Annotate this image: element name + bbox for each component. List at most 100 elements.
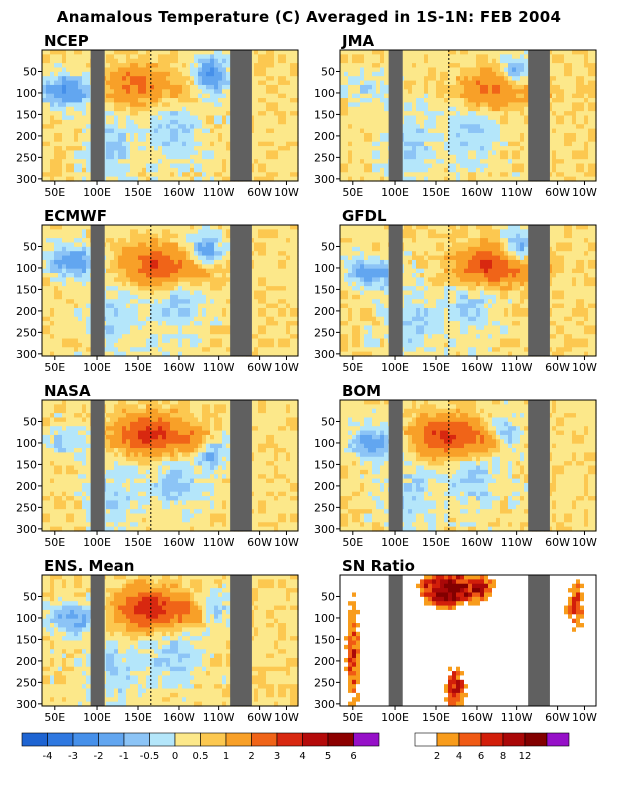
heatmap-cell (356, 172, 361, 177)
heatmap-cell (440, 116, 445, 121)
heatmap-cell (380, 63, 385, 68)
heatmap-cell (78, 260, 83, 265)
heatmap-cell (110, 159, 115, 164)
heatmap-cell (206, 98, 211, 103)
heatmap-cell (142, 286, 147, 291)
heatmap-cell (344, 76, 349, 81)
heatmap-cell (166, 225, 171, 230)
heatmap-cell (118, 321, 123, 326)
heatmap-cell (58, 94, 63, 99)
heatmap-cell (572, 150, 577, 155)
heatmap-cell (146, 247, 151, 252)
heatmap-cell (134, 67, 139, 72)
heatmap-cell (122, 229, 127, 234)
heatmap-cell (46, 129, 51, 134)
heatmap-cell (70, 146, 75, 151)
heatmap-cell (66, 111, 71, 116)
heatmap-cell (146, 317, 151, 322)
heatmap-cell (568, 89, 573, 94)
heatmap-cell (560, 146, 565, 151)
heatmap-cell (508, 120, 513, 125)
heatmap-cell (82, 264, 87, 269)
heatmap-cell (210, 120, 215, 125)
heatmap-cell (468, 164, 473, 169)
heatmap-cell (278, 142, 283, 147)
heatmap-cell (484, 150, 489, 155)
heatmap-cell (70, 286, 75, 291)
heatmap-cell (424, 164, 429, 169)
heatmap-cell (134, 325, 139, 330)
heatmap-cell (468, 159, 473, 164)
heatmap-cell (210, 164, 215, 169)
heatmap-cell (480, 133, 485, 138)
heatmap-cell (340, 67, 345, 72)
heatmap-cell (118, 334, 123, 339)
heatmap-cell (66, 347, 71, 352)
heatmap-cell (464, 54, 469, 59)
heatmap-cell (118, 308, 123, 313)
heatmap-cell (134, 168, 139, 173)
heatmap-cell (82, 269, 87, 274)
heatmap-cell (106, 282, 111, 287)
heatmap-cell (78, 291, 83, 296)
heatmap-cell (560, 85, 565, 90)
heatmap-cell (584, 107, 589, 112)
heatmap-cell (130, 343, 135, 348)
heatmap-cell (106, 264, 111, 269)
heatmap-cell (360, 76, 365, 81)
heatmap-cell (178, 107, 183, 112)
heatmap-cell (206, 133, 211, 138)
heatmap-cell (154, 325, 159, 330)
heatmap-cell (436, 72, 441, 77)
heatmap-cell (254, 50, 259, 55)
heatmap-cell (290, 168, 295, 173)
x-tick-label: 150E (124, 186, 152, 199)
heatmap-cell (190, 76, 195, 81)
heatmap-cell (218, 159, 223, 164)
heatmap-cell (340, 116, 345, 121)
heatmap-cell (166, 85, 171, 90)
heatmap-cell (444, 120, 449, 125)
heatmap-cell (78, 159, 83, 164)
heatmap-cell (146, 164, 151, 169)
heatmap-cell (166, 286, 171, 291)
heatmap-cell (214, 59, 219, 64)
heatmap-cell (70, 269, 75, 274)
heatmap-cell (488, 72, 493, 77)
heatmap-cell (106, 146, 111, 151)
heatmap-cell (62, 321, 67, 326)
heatmap-cell (178, 325, 183, 330)
heatmap-cell (572, 59, 577, 64)
heatmap-cell (122, 164, 127, 169)
heatmap-cell (130, 282, 135, 287)
heatmap-cell (54, 150, 59, 155)
heatmap-cell (428, 81, 433, 86)
heatmap-cell (274, 72, 279, 77)
heatmap-cell (50, 76, 55, 81)
heatmap-cell (130, 172, 135, 177)
heatmap-cell (186, 242, 191, 247)
heatmap-cell (588, 107, 593, 112)
heatmap-cell (588, 67, 593, 72)
heatmap-cell (170, 308, 175, 313)
heatmap-cell (452, 133, 457, 138)
heatmap-cell (432, 76, 437, 81)
heatmap-cell (344, 155, 349, 160)
heatmap-cell (456, 85, 461, 90)
heatmap-cell (356, 116, 361, 121)
heatmap-cell (432, 146, 437, 151)
heatmap-cell (202, 59, 207, 64)
heatmap-cell (158, 234, 163, 239)
heatmap-cell (114, 229, 119, 234)
heatmap-cell (202, 137, 207, 142)
heatmap-cell (78, 325, 83, 330)
heatmap-cell (360, 155, 365, 160)
heatmap-cell (218, 76, 223, 81)
heatmap-cell (174, 59, 179, 64)
heatmap-cell (376, 133, 381, 138)
heatmap-cell (50, 116, 55, 121)
heatmap-cell (166, 172, 171, 177)
heatmap-cell (456, 124, 461, 129)
heatmap-cell (552, 98, 557, 103)
heatmap-cell (568, 98, 573, 103)
